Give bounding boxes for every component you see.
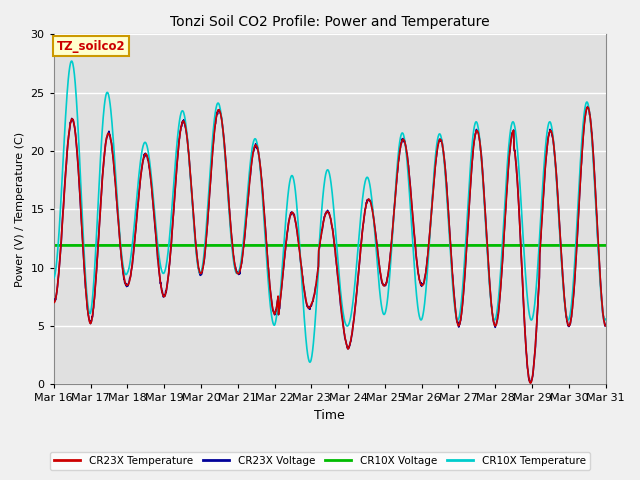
Text: TZ_soilco2: TZ_soilco2 [56, 39, 125, 53]
Title: Tonzi Soil CO2 Profile: Power and Temperature: Tonzi Soil CO2 Profile: Power and Temper… [170, 15, 490, 29]
Y-axis label: Power (V) / Temperature (C): Power (V) / Temperature (C) [15, 132, 25, 287]
X-axis label: Time: Time [314, 409, 345, 422]
Legend: CR23X Temperature, CR23X Voltage, CR10X Voltage, CR10X Temperature: CR23X Temperature, CR23X Voltage, CR10X … [50, 452, 590, 470]
